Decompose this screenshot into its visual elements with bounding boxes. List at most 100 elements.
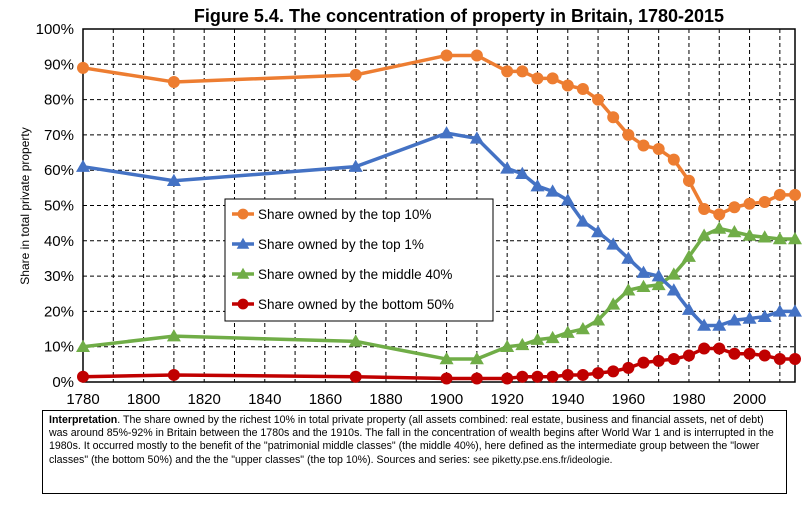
data-point — [469, 131, 484, 144]
x-tick-label: 1880 — [369, 391, 402, 408]
line-chart: Figure 5.4. The concentration of propert… — [18, 6, 802, 408]
data-point — [681, 302, 696, 315]
data-point — [712, 221, 727, 234]
data-point — [728, 201, 741, 214]
series-2 — [76, 221, 802, 365]
legend-label: Share owned by the top 1% — [258, 237, 424, 252]
series-3 — [77, 342, 801, 385]
series-1 — [76, 126, 802, 331]
data-point — [470, 372, 483, 385]
y-tick-label: 60% — [44, 162, 74, 179]
data-point — [621, 251, 636, 264]
data-point — [773, 353, 786, 366]
data-point — [349, 370, 362, 383]
data-point — [167, 75, 180, 88]
data-point — [788, 232, 802, 245]
y-tick-label: 90% — [44, 56, 74, 73]
data-point — [773, 188, 786, 201]
data-point — [758, 195, 771, 208]
note-lead: Interpretation — [49, 414, 118, 426]
data-point — [500, 339, 515, 352]
y-axis-label: Share in total private property — [18, 127, 32, 284]
data-point — [713, 342, 726, 355]
data-point — [727, 313, 742, 326]
data-point — [501, 65, 514, 78]
data-point — [440, 49, 453, 62]
data-point — [77, 61, 89, 74]
data-point — [439, 126, 454, 139]
data-point — [349, 68, 362, 81]
data-point — [545, 330, 560, 344]
x-tick-label: 1980 — [672, 391, 705, 408]
data-point — [500, 161, 515, 174]
data-point — [531, 72, 544, 85]
x-tick-label: 1860 — [309, 391, 342, 408]
legend-item: Share owned by the top 1% — [232, 237, 424, 252]
data-point — [667, 153, 680, 166]
data-point — [546, 370, 559, 383]
data-point — [651, 277, 666, 291]
data-point — [772, 232, 787, 245]
interpretation-note: Interpretation. The share owned by the r… — [42, 410, 787, 494]
data-point — [576, 83, 589, 96]
y-tick-label: 30% — [44, 268, 74, 285]
x-tick-label: 1960 — [612, 391, 645, 408]
data-point — [530, 179, 545, 192]
x-tick-label: 2000 — [733, 391, 766, 408]
data-point — [515, 166, 530, 179]
data-point — [652, 143, 665, 156]
data-point — [501, 372, 514, 385]
data-point — [348, 159, 363, 172]
data-point — [636, 279, 651, 292]
data-point — [77, 370, 89, 383]
data-point — [516, 370, 529, 383]
data-point — [757, 230, 772, 243]
data-point — [697, 228, 712, 241]
data-point — [698, 342, 711, 355]
data-point — [666, 283, 681, 296]
data-point — [576, 368, 589, 381]
data-point — [682, 349, 695, 362]
data-point — [560, 193, 575, 206]
data-point — [742, 311, 757, 324]
legend-swatch-marker — [236, 237, 250, 249]
data-point — [622, 361, 635, 374]
x-axis: 1780 1800 1820 1840 1860 1880 1900 1920 1940 1960… — [66, 391, 766, 408]
data-point — [772, 304, 787, 317]
legend-item: Share owned by the top 10% — [232, 207, 431, 222]
y-tick-label: 100% — [36, 21, 74, 38]
legend-swatch-marker — [237, 298, 249, 310]
data-point — [606, 297, 621, 310]
data-point — [166, 329, 181, 342]
data-point — [166, 173, 181, 187]
x-tick-label: 1820 — [188, 391, 221, 408]
data-point — [713, 208, 726, 221]
data-point — [591, 313, 606, 326]
data-point — [637, 356, 650, 369]
x-tick-label: 1780 — [66, 391, 99, 408]
x-tick-label: 1800 — [127, 391, 160, 408]
data-point — [439, 352, 454, 365]
data-point — [469, 352, 484, 365]
data-point — [76, 159, 90, 172]
data-point — [636, 265, 651, 278]
data-point — [652, 354, 665, 367]
data-point — [575, 322, 590, 335]
y-tick-label: 50% — [44, 198, 74, 215]
data-point — [516, 65, 529, 78]
data-point — [697, 318, 712, 331]
data-point — [788, 304, 802, 317]
data-point — [470, 49, 483, 62]
y-tick-label: 20% — [44, 303, 74, 320]
data-point — [545, 184, 560, 197]
legend-label: Share owned by the middle 40% — [258, 267, 452, 282]
data-point — [560, 325, 575, 338]
data-point — [728, 347, 741, 360]
data-point — [666, 267, 681, 280]
data-point — [758, 349, 771, 362]
y-tick-label: 40% — [44, 233, 74, 250]
y-tick-label: 0% — [52, 374, 74, 391]
data-point — [621, 283, 636, 296]
data-point — [348, 334, 363, 347]
data-point — [546, 72, 559, 85]
